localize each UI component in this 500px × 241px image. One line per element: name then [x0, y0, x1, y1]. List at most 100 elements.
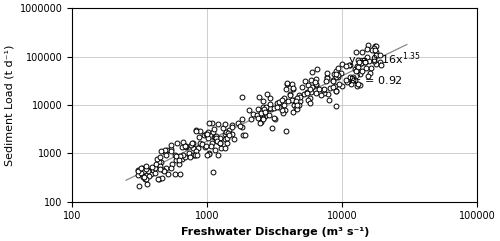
Point [182, 146, 190, 149]
Point [258, 114, 266, 118]
Point [288, 82, 296, 86]
Point [222, 122, 230, 126]
Point [282, 87, 290, 91]
Point [332, 70, 340, 74]
Point [168, 149, 175, 153]
Point [142, 177, 150, 181]
Point [292, 106, 300, 109]
Point [262, 106, 270, 109]
Point [364, 74, 372, 78]
Point [356, 61, 364, 65]
Point [254, 107, 262, 111]
Point [204, 152, 212, 155]
Point [376, 60, 384, 64]
Point [182, 144, 190, 148]
Point [216, 141, 224, 145]
Point [138, 166, 146, 170]
Point [249, 112, 257, 116]
Point [275, 100, 283, 104]
Point [338, 62, 346, 66]
Point [312, 83, 320, 87]
Point [348, 82, 356, 86]
Point [346, 63, 354, 67]
Point [266, 102, 274, 106]
Point [293, 103, 301, 107]
Point [166, 167, 174, 170]
Point [294, 103, 302, 107]
Point [163, 148, 171, 152]
Point [268, 126, 276, 130]
Point [372, 44, 380, 48]
Point [140, 169, 148, 173]
Point [332, 89, 340, 93]
Point [204, 154, 212, 157]
Point [224, 131, 232, 135]
Point [254, 116, 262, 120]
Point [238, 95, 246, 99]
Point [278, 98, 286, 102]
Point [332, 72, 340, 76]
Point [171, 172, 179, 176]
Point [156, 155, 164, 159]
Point [144, 170, 152, 174]
Point [157, 160, 165, 164]
Point [139, 170, 147, 174]
Point [254, 114, 262, 118]
Point [214, 122, 222, 126]
Point [147, 172, 155, 176]
Point [202, 144, 210, 148]
Point [296, 94, 304, 97]
Point [210, 135, 218, 139]
Point [312, 78, 320, 81]
Point [228, 132, 236, 136]
Point [144, 168, 152, 172]
Point [172, 158, 180, 162]
Point [315, 87, 323, 90]
Point [236, 124, 244, 128]
Point [308, 70, 316, 74]
Point [266, 106, 274, 110]
Point [208, 121, 216, 125]
Point [307, 78, 315, 82]
Point [228, 126, 235, 129]
Point [162, 153, 170, 157]
Point [181, 145, 189, 148]
Point [342, 78, 350, 82]
Point [371, 48, 379, 52]
Point [353, 84, 361, 87]
Point [158, 176, 166, 180]
Point [281, 108, 289, 112]
X-axis label: Freshwater Discharge (m³ s⁻¹): Freshwater Discharge (m³ s⁻¹) [180, 227, 369, 237]
Point [156, 167, 164, 170]
Point [196, 141, 204, 144]
Point [364, 55, 372, 59]
Point [358, 69, 366, 73]
Point [200, 134, 207, 137]
Point [188, 143, 196, 147]
Point [349, 78, 357, 81]
Point [225, 128, 233, 132]
Point [178, 156, 186, 160]
Point [156, 149, 164, 153]
Point [142, 164, 150, 167]
Point [343, 80, 351, 84]
Point [352, 67, 360, 71]
Point [304, 83, 312, 87]
Point [189, 153, 197, 157]
Point [263, 92, 271, 96]
Point [329, 79, 337, 83]
Point [372, 50, 380, 54]
Point [168, 162, 176, 166]
Point [302, 79, 310, 83]
Point [192, 128, 200, 132]
Point [322, 71, 330, 75]
Point [213, 139, 221, 142]
Point [286, 92, 294, 96]
Point [256, 120, 264, 124]
Point [156, 164, 164, 168]
Point [178, 140, 186, 144]
Point [303, 90, 311, 94]
Point [256, 121, 264, 125]
Point [181, 155, 189, 159]
Point [307, 90, 315, 94]
